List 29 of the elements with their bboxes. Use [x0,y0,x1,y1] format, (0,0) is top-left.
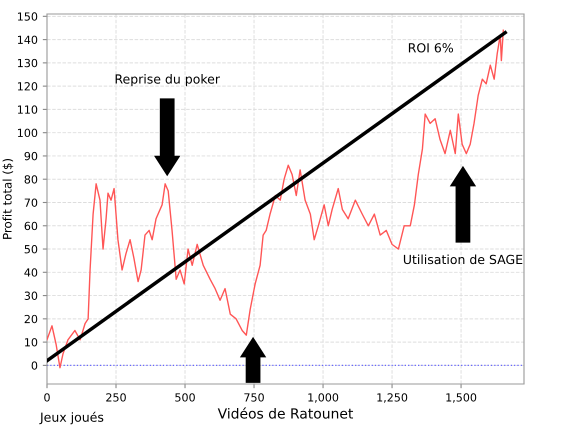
x-tick-label: 1,250 [377,393,408,403]
y-tick-label: 90 [24,152,38,160]
y-tick-label: 0 [32,361,38,370]
x-tick-label: 1,500 [446,393,476,403]
x-axis-title: Vidéos de Ratounet [218,407,354,419]
y-tick-label: 100 [18,128,38,138]
y-tick-label: 140 [18,36,38,44]
y-axis-title: Profit total ($) [2,159,14,239]
series-label: ROI 6% [408,43,454,53]
text: Jeux joués [39,412,104,424]
annotation: Utilisation de SAGE [404,254,522,264]
y-tick-label: 40 [24,268,38,277]
x-tick-label: 750 [244,393,264,402]
y-tick-label: 10 [25,338,38,346]
x-tick-label: 250 [106,393,126,402]
annotation: Reprise du poker [116,74,220,86]
y-tick-label: 70 [24,198,38,207]
y-tick-label: 80 [24,175,38,184]
y-tick-label: 120 [18,82,38,91]
y-tick-label: 30 [24,292,38,300]
x-tick-label: 1,000 [308,393,338,403]
y-tick-label: 150 [18,12,38,21]
y-tick-label: 130 [18,58,38,68]
y-tick-label: 50 [24,245,38,254]
y-tick-label: 20 [24,314,38,324]
x-tick-label: 500 [175,393,195,402]
y-tick-label: 110 [18,105,38,114]
x-tick-label: 0 [44,393,50,402]
y-tick-label: 60 [24,222,38,230]
